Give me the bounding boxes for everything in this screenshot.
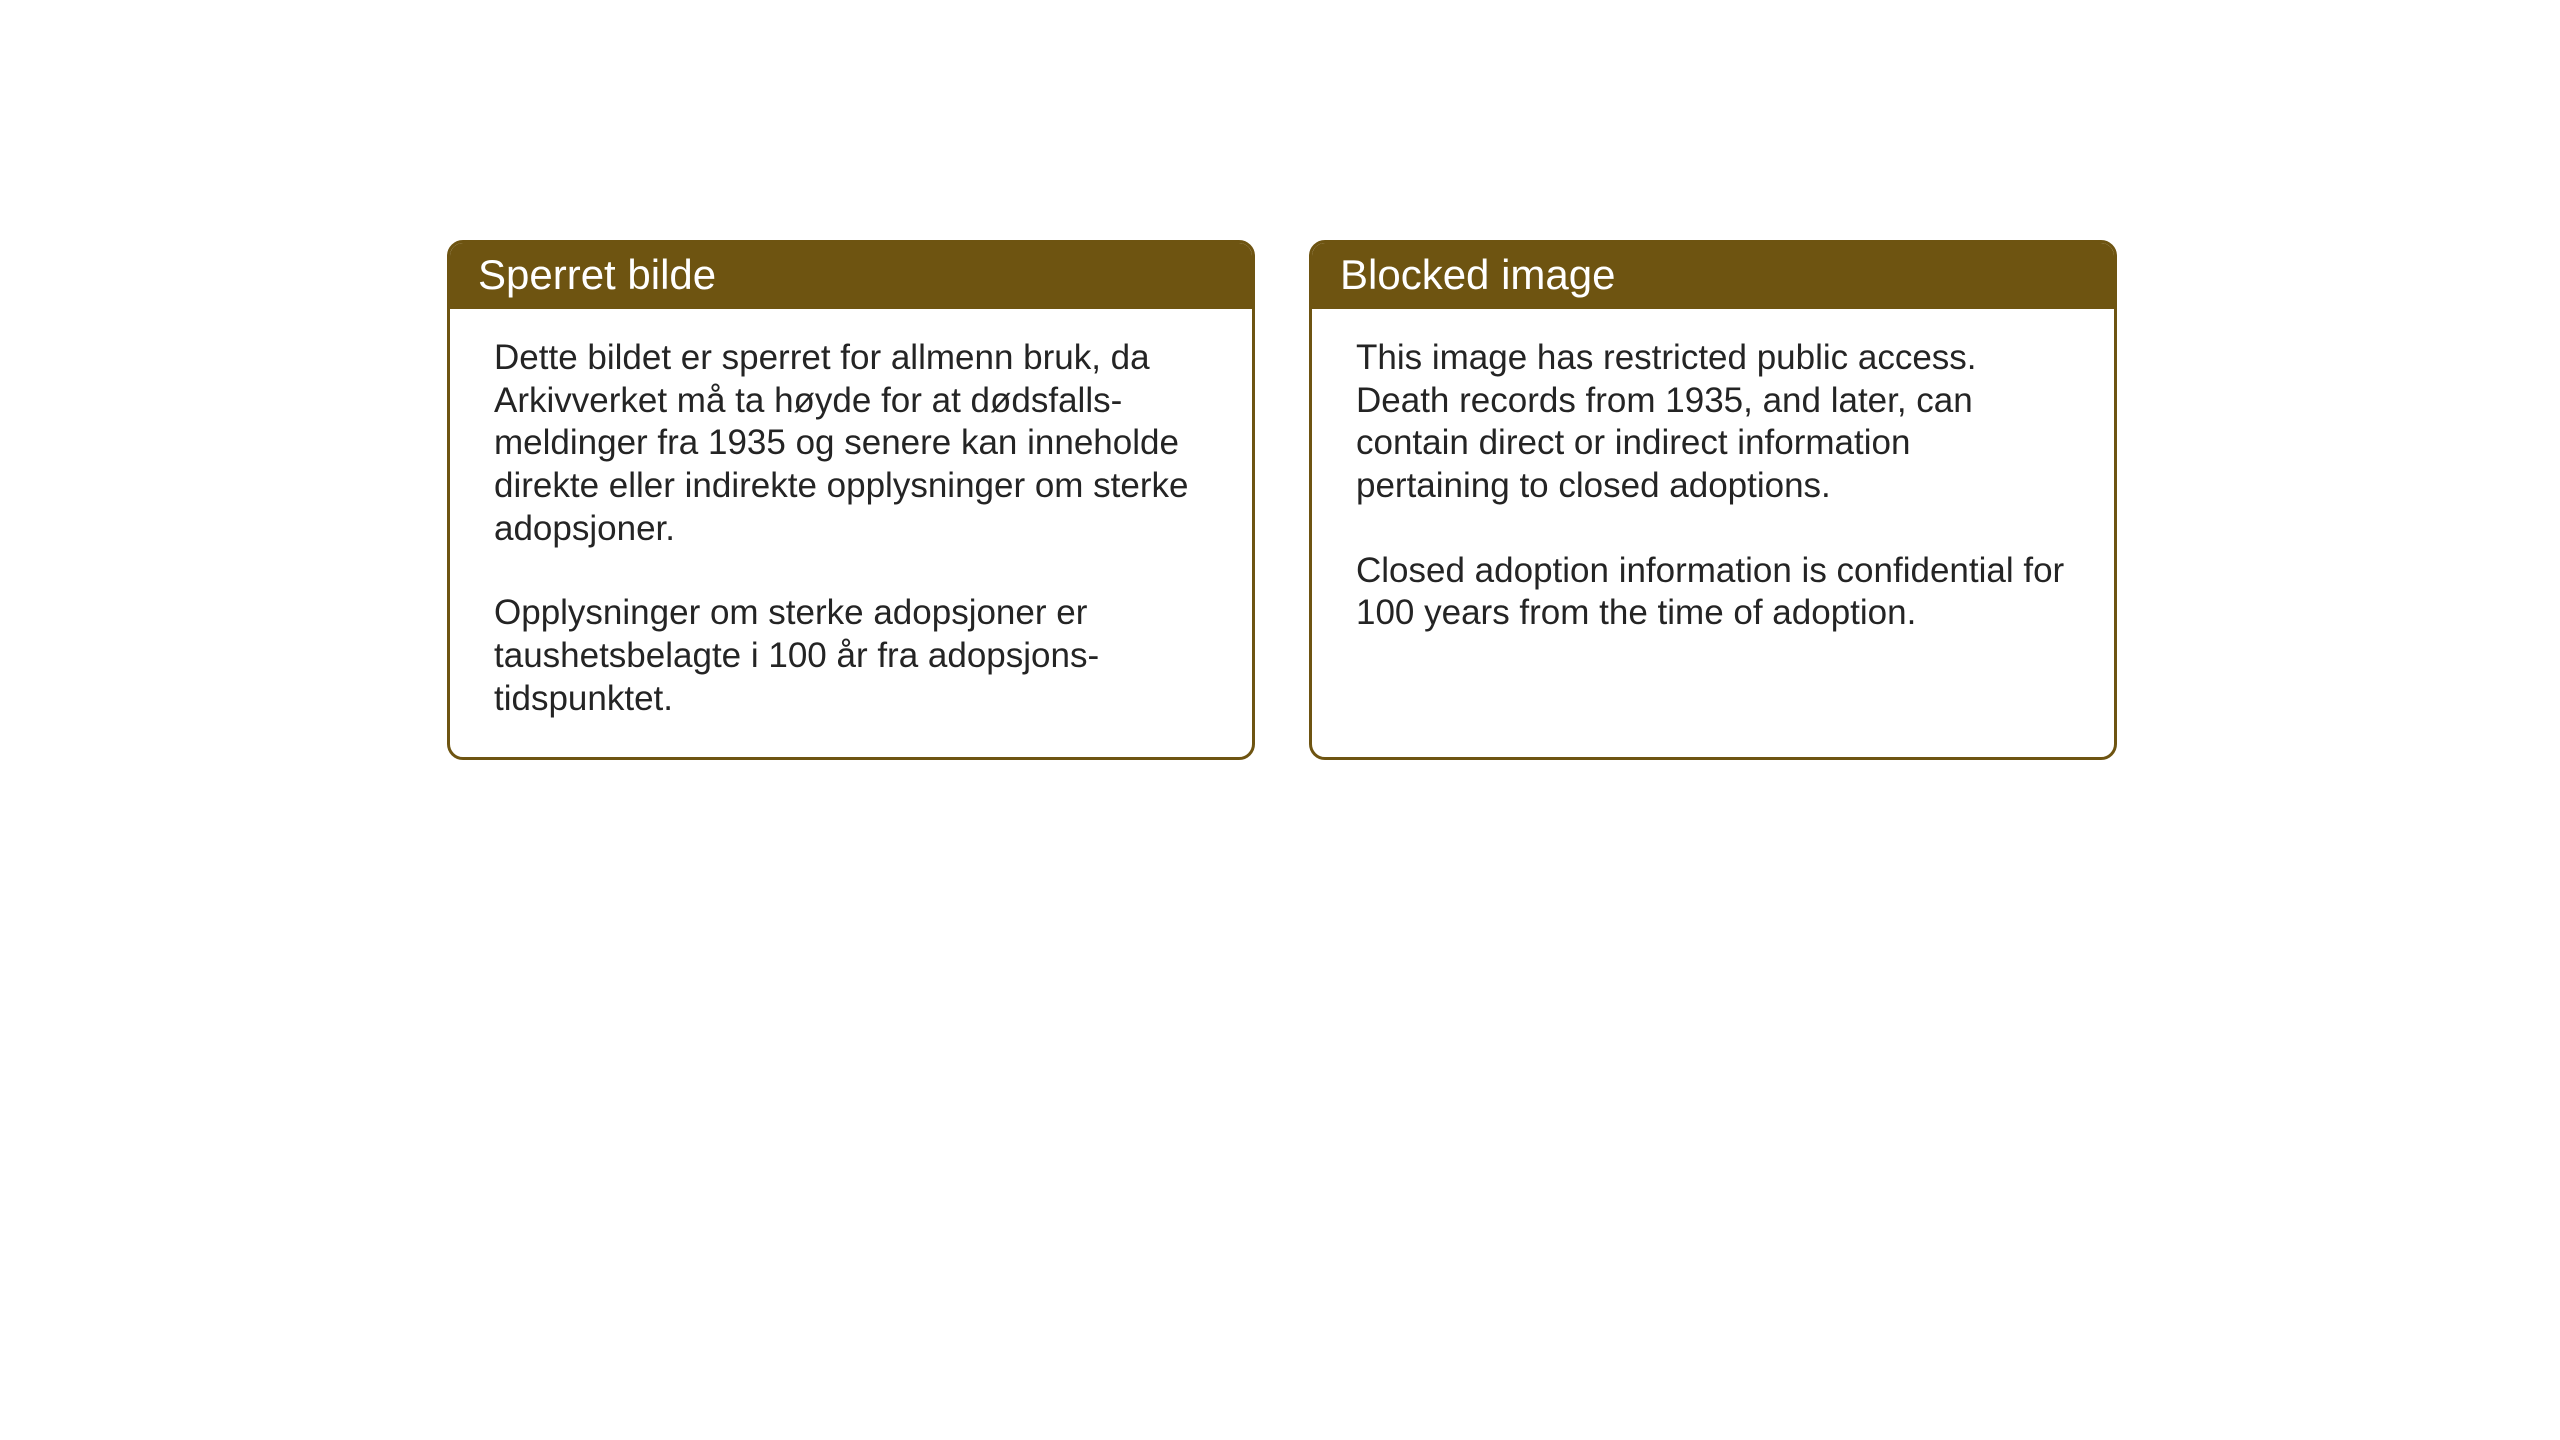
notice-container: Sperret bilde Dette bildet er sperret fo… (447, 240, 2117, 760)
card-header: Blocked image (1312, 243, 2114, 309)
notice-card-norwegian: Sperret bilde Dette bildet er sperret fo… (447, 240, 1255, 760)
card-paragraph: Closed adoption information is confident… (1356, 550, 2070, 635)
notice-card-english: Blocked image This image has restricted … (1309, 240, 2117, 760)
card-body: This image has restricted public access.… (1312, 309, 2114, 749)
card-paragraph: Opplysninger om sterke adopsjoner er tau… (494, 592, 1208, 720)
card-header: Sperret bilde (450, 243, 1252, 309)
card-body: Dette bildet er sperret for allmenn bruk… (450, 309, 1252, 757)
card-paragraph: This image has restricted public access.… (1356, 337, 2070, 508)
card-paragraph: Dette bildet er sperret for allmenn bruk… (494, 337, 1208, 550)
